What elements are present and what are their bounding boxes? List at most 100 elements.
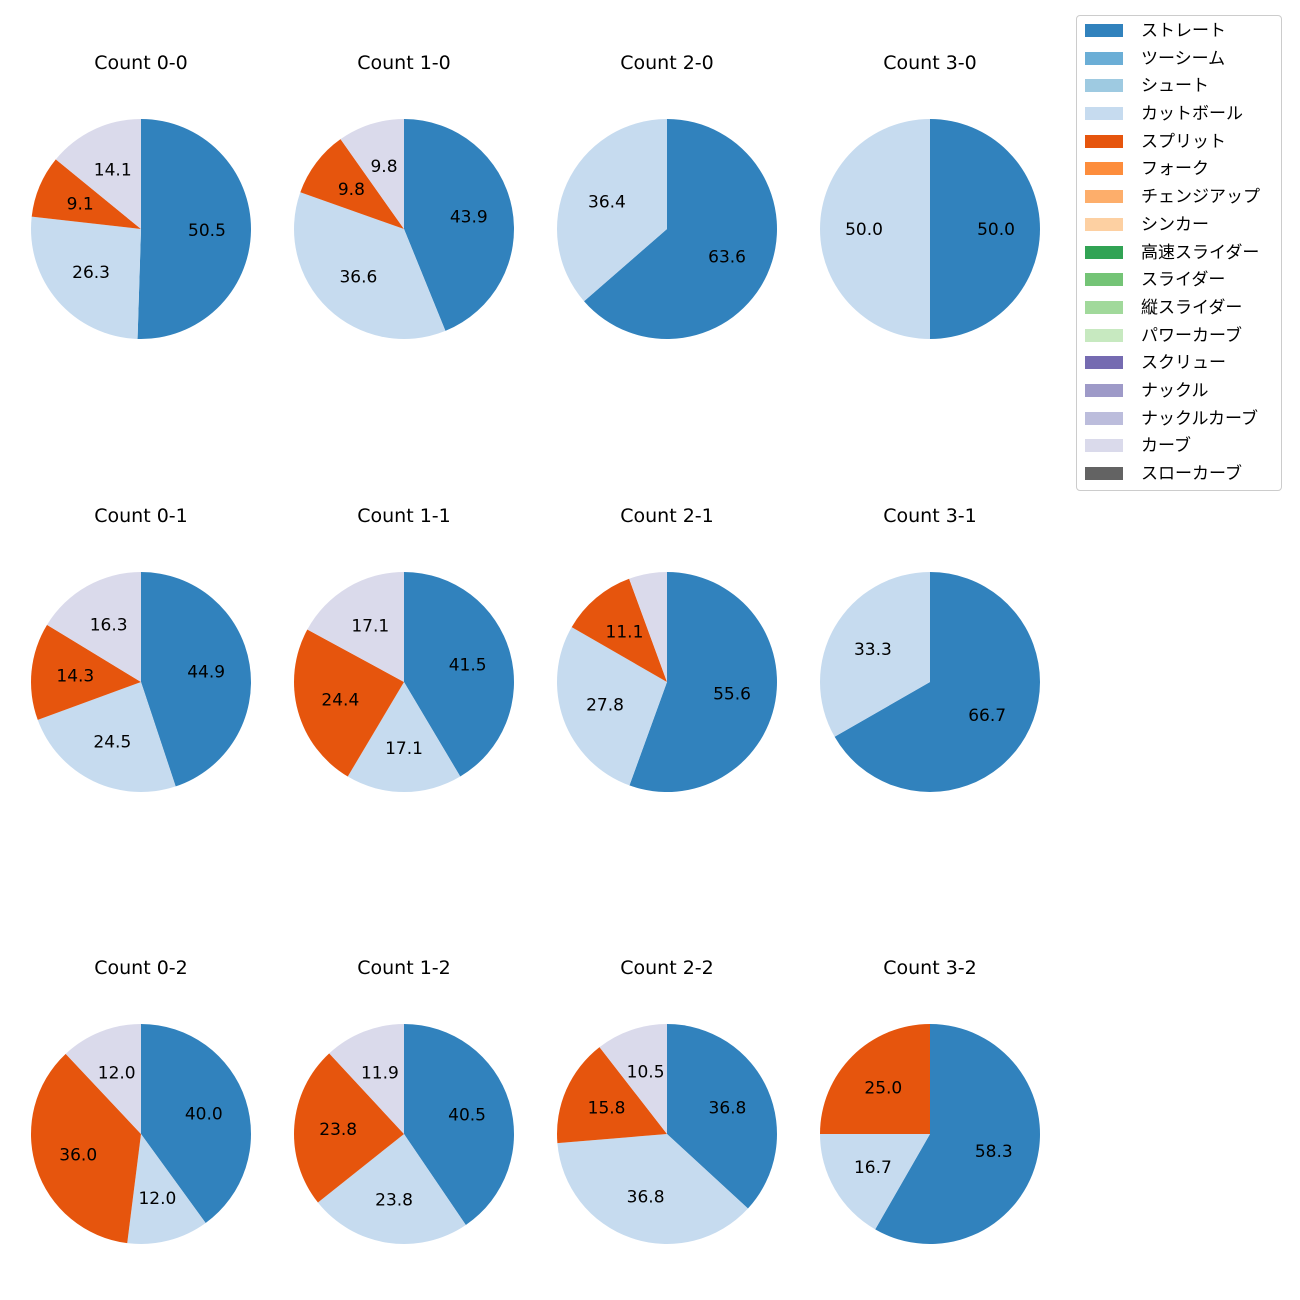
legend-label: チェンジアップ	[1141, 187, 1260, 208]
pie-slice-label: 9.8	[370, 157, 397, 177]
pie-slice	[819, 1134, 930, 1230]
pie-slice-label: 9.8	[338, 180, 365, 200]
pie-slice	[31, 159, 141, 229]
legend-label: 高速スライダー	[1141, 242, 1260, 263]
legend-swatch	[1085, 300, 1123, 314]
legend-label: ナックルカーブ	[1141, 408, 1258, 429]
pie-slice-label: 58.3	[975, 1142, 1013, 1162]
legend-swatch	[1085, 439, 1123, 453]
pie-slice-label: 16.7	[854, 1158, 892, 1178]
pie-slice	[557, 627, 667, 786]
pie-title: Count 3-2	[883, 957, 977, 979]
legend-item: スクリュー	[1077, 349, 1281, 377]
legend-item: カットボール	[1077, 100, 1281, 128]
pie-slice-label: 12.0	[138, 1189, 176, 1209]
pie-slice	[404, 1024, 514, 1225]
pie-title: Count 0-0	[94, 52, 188, 74]
pie-slice-label: 12.0	[98, 1064, 136, 1084]
pie-slice-label: 36.8	[627, 1187, 665, 1207]
legend-swatch	[1085, 79, 1123, 93]
legend-item: チェンジアップ	[1077, 183, 1281, 211]
legend-item: 縦スライダー	[1077, 294, 1281, 322]
pie-slice	[137, 119, 252, 340]
pie-slice	[329, 1023, 404, 1134]
pie-chart: Count 3-1 66.7 33.3	[820, 505, 1040, 792]
pie-slice	[47, 572, 142, 682]
legend-swatch	[1085, 245, 1123, 259]
pie-slice	[557, 118, 667, 302]
pie-slice-label: 24.4	[321, 690, 359, 710]
legend-label: スクリュー	[1141, 353, 1226, 374]
pie-slice	[820, 119, 930, 339]
pie-slice	[557, 1134, 748, 1244]
pie-slice	[404, 119, 514, 331]
pie-title: Count 0-1	[94, 505, 188, 527]
pie-chart: Count 2-0 63.6 36.4	[557, 52, 778, 339]
pie-slice-label: 43.9	[450, 207, 488, 227]
legend-item: ナックルカーブ	[1077, 405, 1281, 433]
legend-swatch	[1085, 273, 1123, 287]
legend-item: ツーシーム	[1077, 45, 1281, 73]
pie-slice	[629, 572, 777, 792]
pie-slice-label: 24.5	[93, 732, 131, 752]
pie-slice	[317, 1134, 466, 1244]
legend-label: ツーシーム	[1141, 48, 1226, 69]
legend-swatch	[1085, 467, 1123, 480]
pie-chart: Count 0-2 40.0 12.0 36.0 12.0	[31, 957, 251, 1244]
pie-title: Count 0-2	[94, 957, 188, 979]
pie-slice-label: 66.7	[968, 706, 1006, 726]
pie-slice-label: 23.8	[375, 1190, 413, 1210]
pie-slice	[571, 578, 667, 682]
pie-slice-label: 9.1	[67, 194, 94, 214]
pie-chart: Count 2-2 36.8 36.8 15.810.5	[557, 957, 777, 1244]
legend-swatch	[1085, 51, 1123, 65]
pie-slice	[629, 572, 667, 682]
legend-swatch	[1085, 107, 1123, 121]
legend-swatch	[1085, 217, 1123, 231]
legend-swatch	[1085, 411, 1123, 425]
pie-slice	[294, 629, 404, 777]
legend-swatch	[1085, 134, 1123, 148]
pie-slice	[300, 139, 404, 229]
legend-label: スローカーブ	[1141, 464, 1242, 484]
pie-slice	[37, 682, 176, 792]
pie-slice	[30, 216, 141, 339]
legend-item: パワーカーブ	[1077, 322, 1281, 350]
legend-label: スライダー	[1141, 270, 1226, 291]
pie-slice-label: 50.0	[845, 220, 883, 240]
pie-slice-label: 17.1	[385, 739, 423, 759]
pie-slice-label: 40.0	[185, 1105, 223, 1125]
pie-slice-label: 50.0	[977, 220, 1015, 240]
pie-slice	[31, 1053, 141, 1244]
pie-slice	[667, 1024, 777, 1209]
pie-slice-label: 50.5	[188, 221, 226, 241]
pie-slice	[31, 624, 142, 720]
pie-title: Count 1-1	[357, 505, 451, 527]
legend: ストレート ツーシーム シュート カットボール スプリット フォーク チェンジアップ シンカー…	[1076, 15, 1282, 491]
pie-slice	[820, 572, 930, 737]
legend-item: シンカー	[1077, 211, 1281, 239]
legend-label: 縦スライダー	[1141, 297, 1243, 318]
pie-slice	[307, 572, 404, 682]
pie-title: Count 2-0	[620, 52, 714, 74]
legend-item: 高速スライダー	[1077, 239, 1281, 267]
legend-swatch	[1085, 328, 1123, 342]
pie-slice	[293, 1053, 404, 1203]
legend-item: スプリット	[1077, 128, 1281, 156]
pie-slice-label: 63.6	[708, 247, 746, 267]
legend-item: スライダー	[1077, 266, 1281, 294]
legend-item: カーブ	[1077, 432, 1281, 460]
pie-slice-label: 36.8	[709, 1098, 747, 1118]
pie-title: Count 3-1	[883, 505, 977, 527]
legend-item: フォーク	[1077, 155, 1281, 183]
pie-slice	[404, 572, 514, 777]
legend-label: カットボール	[1141, 104, 1243, 125]
pie-chart: Count 1-0 43.9 36.6 9.89.8	[293, 52, 514, 340]
pie-slice-label: 44.9	[187, 662, 225, 682]
pie-slice-label: 11.1	[606, 623, 644, 643]
pie-chart: Count 3-0 50.0 50.0	[820, 52, 1040, 339]
legend-swatch	[1085, 162, 1123, 176]
pie-slice	[141, 572, 252, 787]
pie-slice-label: 36.0	[59, 1145, 97, 1165]
